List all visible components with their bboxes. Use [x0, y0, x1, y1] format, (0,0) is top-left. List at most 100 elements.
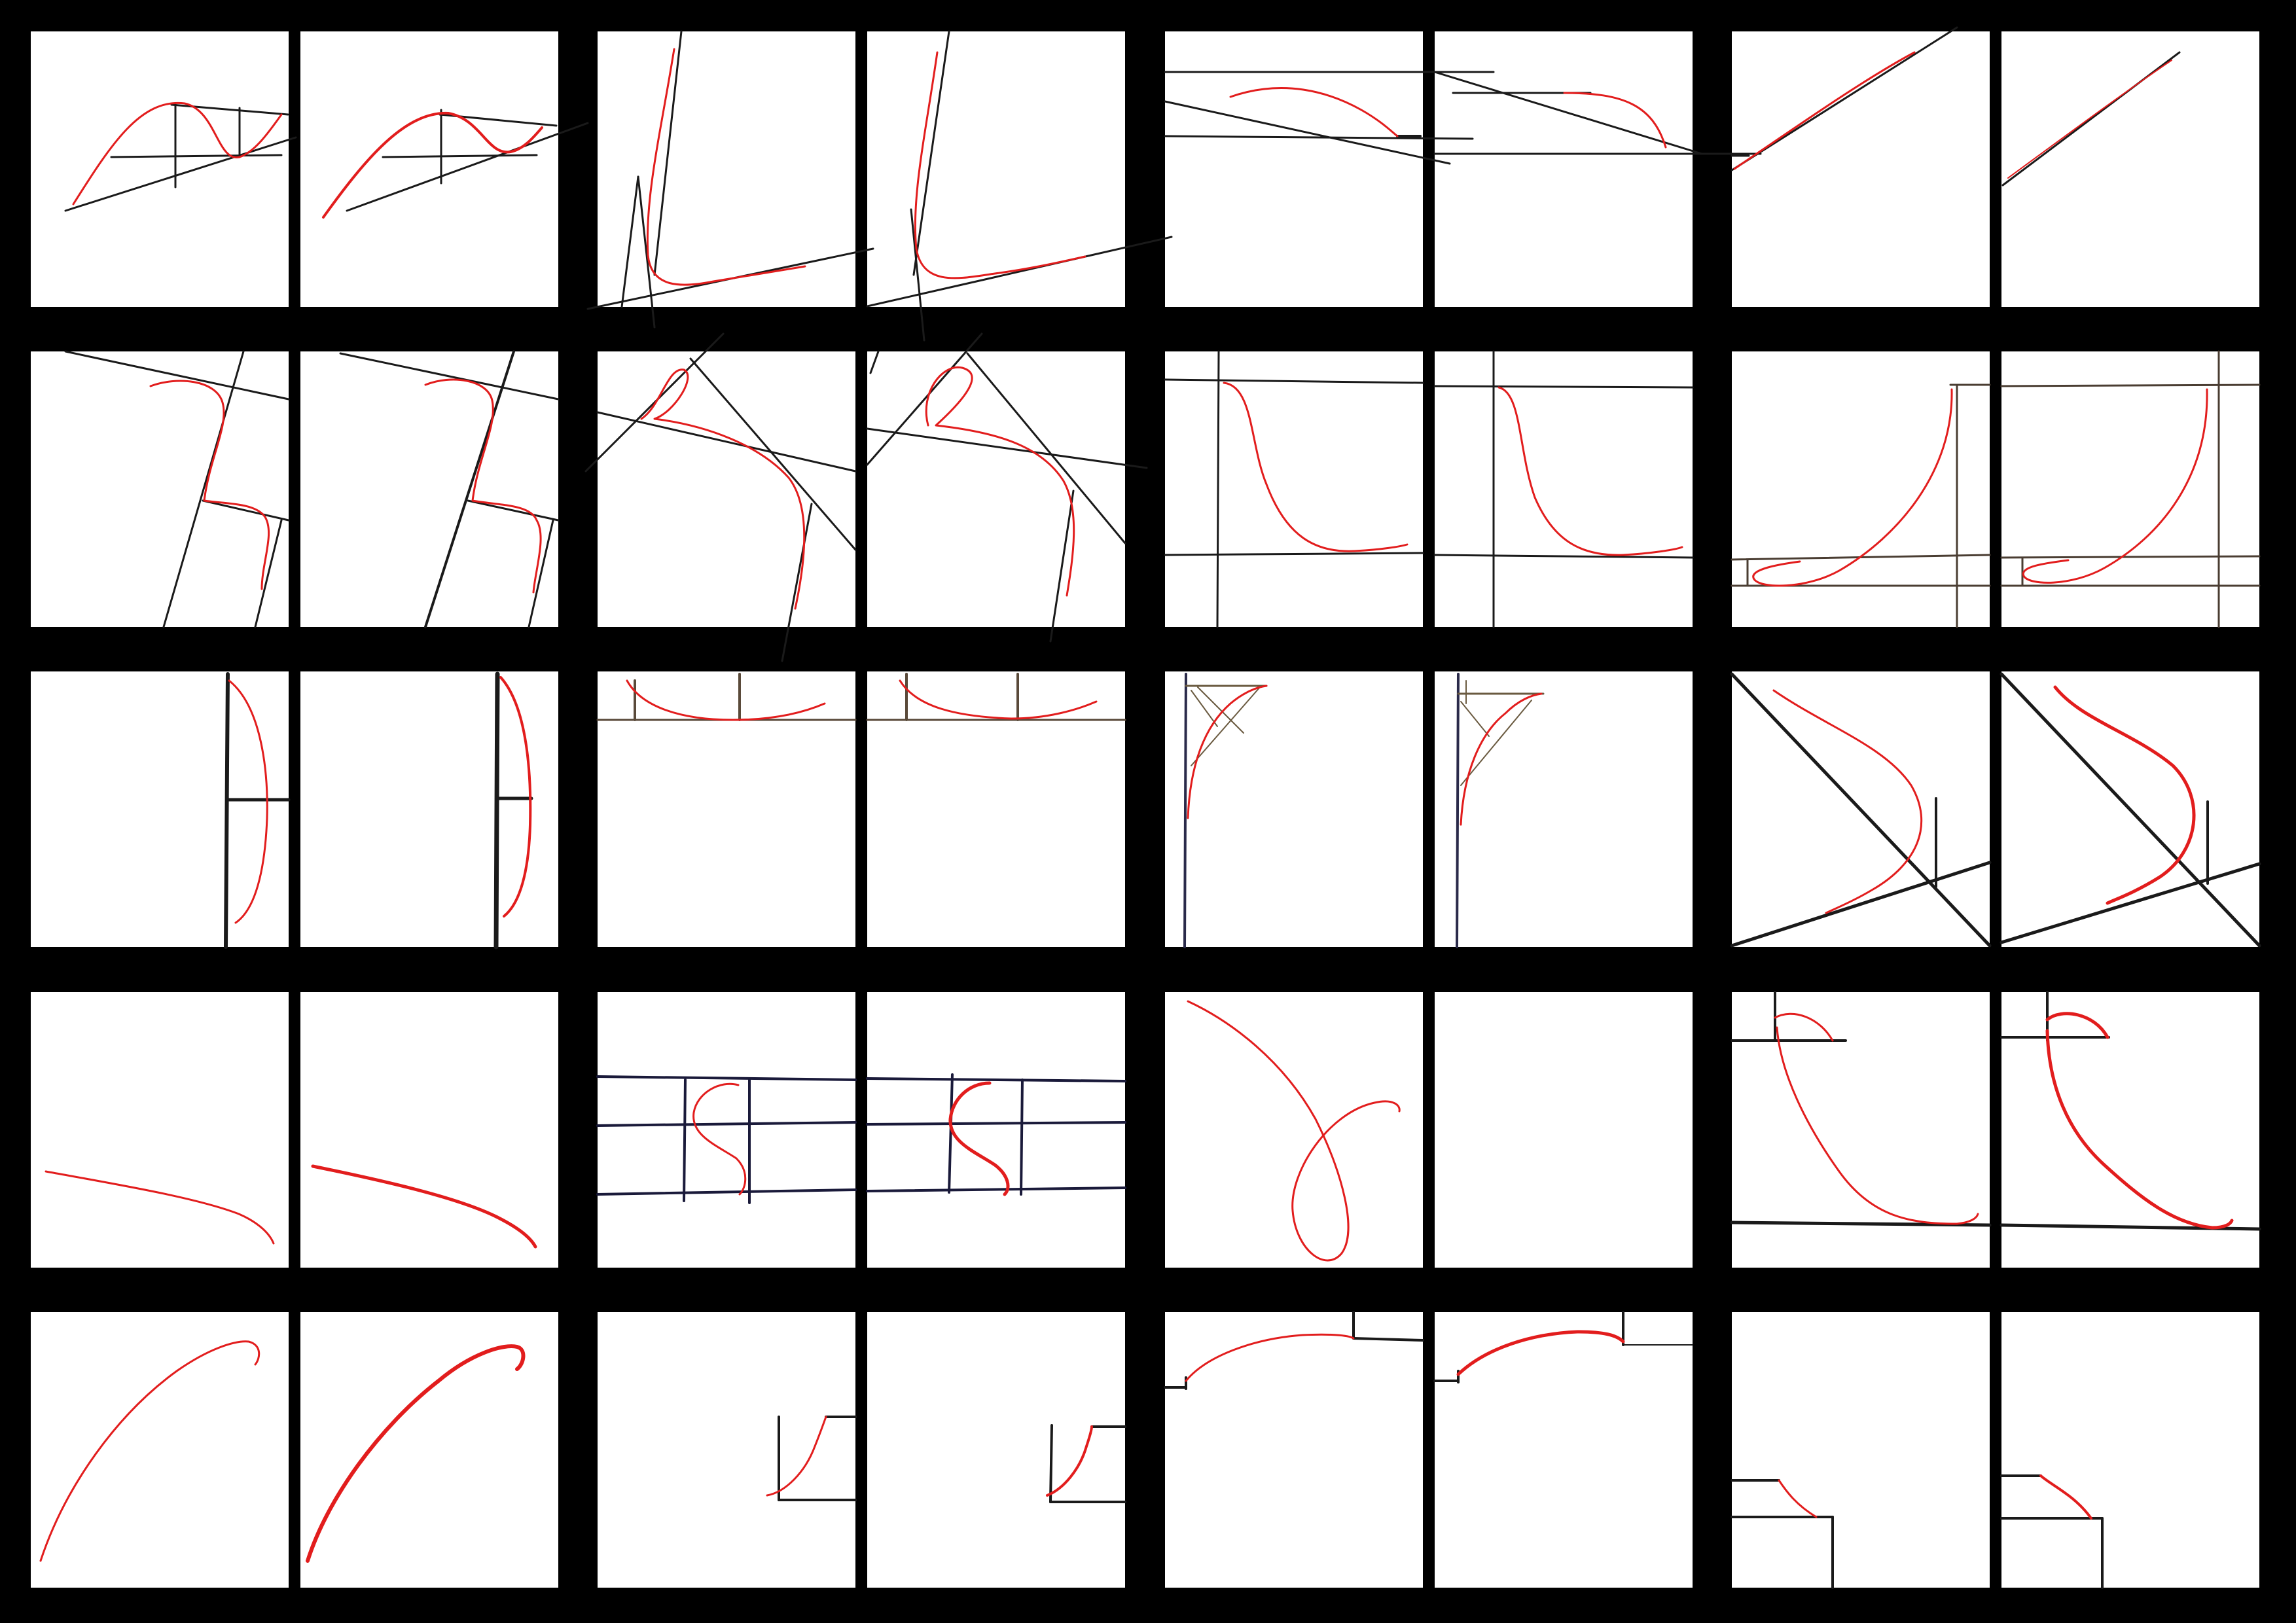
- guide-line: [1020, 1079, 1024, 1196]
- sketch-pair-r3-c1: [596, 1073, 1126, 1204]
- sketch-curve: [2039, 1474, 2092, 1520]
- guide-line: [1730, 861, 1992, 948]
- panel: [31, 1312, 289, 1588]
- sketch-pair-r2-c1: [596, 673, 1126, 721]
- guide-line: [584, 332, 725, 473]
- panel: [1165, 671, 1423, 947]
- sketch-pair-r1-c3: [1731, 350, 2261, 628]
- guide-line: [2000, 383, 2261, 387]
- guide-line: [910, 208, 925, 342]
- guide-line: [64, 136, 297, 212]
- sketch-pair-r4-c1: [766, 1416, 1126, 1503]
- guide-line: [637, 175, 656, 329]
- sketch-curve: [2045, 1012, 2234, 1230]
- panel: [1435, 671, 1693, 947]
- guide-line: [1460, 701, 1490, 737]
- panel-left: [39, 1340, 260, 1562]
- panel-right: [306, 1344, 526, 1563]
- guide-line: [866, 332, 983, 466]
- guide-line: [596, 411, 857, 473]
- panel: [300, 1312, 558, 1588]
- panel-right: [2000, 350, 2261, 628]
- panel: [1165, 992, 1423, 1268]
- sketch-curve: [925, 366, 1075, 597]
- sketch-curve: [1498, 386, 1683, 556]
- sketch-curve: [311, 1164, 537, 1249]
- guide-line: [2000, 862, 2261, 944]
- sketch-curve: [2007, 60, 2172, 179]
- sketch-pair-r0-c3: [1731, 26, 2181, 187]
- guide-line: [254, 519, 283, 628]
- panel: [1435, 351, 1693, 627]
- panel-right: [493, 671, 533, 950]
- sketch-pair-r3-c0: [45, 1164, 537, 1249]
- sketch-pair-r4-c3: [1731, 1474, 2104, 1589]
- panel: [1165, 1312, 1423, 1588]
- sketch-curve: [322, 111, 543, 219]
- panel-right: [1433, 350, 1694, 628]
- sketch-curve: [1229, 87, 1399, 137]
- sketch-pair-r3-c3: [1730, 991, 2261, 1231]
- sketch-curve: [948, 1081, 1010, 1196]
- panel: [31, 671, 289, 947]
- panel: [867, 1312, 1125, 1588]
- sketch-curve: [1187, 685, 1268, 819]
- guide-line: [866, 1121, 1126, 1126]
- panel-right: [866, 332, 1148, 643]
- guide-line: [424, 350, 515, 628]
- sketch-curve: [640, 368, 806, 610]
- panel: [598, 31, 855, 307]
- guide-line: [110, 154, 283, 158]
- guide-line: [1183, 673, 1187, 948]
- sketch-curve: [1460, 692, 1543, 826]
- panel: [31, 31, 289, 307]
- guide-line: [64, 350, 290, 401]
- panel-left: [64, 101, 297, 212]
- guide-line: [866, 236, 1173, 308]
- guide-line: [948, 1073, 954, 1194]
- panel: [598, 671, 855, 947]
- sketch-pair-r2-c0: [224, 671, 533, 950]
- sketch-pair-r2-c2: [1183, 673, 1545, 948]
- panel-right: [2000, 1474, 2104, 1589]
- sketch-pair-r4-c0: [39, 1340, 526, 1563]
- panel: [598, 992, 855, 1268]
- panel-left: [596, 673, 857, 721]
- sketch-pair-r0-c0: [64, 101, 589, 219]
- sketch-curve: [1046, 1425, 1093, 1497]
- sketch-curve: [1187, 1000, 1401, 1262]
- guide-line: [1730, 672, 1992, 948]
- guide-line: [869, 350, 880, 374]
- guide-line: [1731, 26, 1958, 171]
- panel-frames: [31, 31, 2259, 1588]
- panel-right: [1456, 673, 1545, 948]
- panel-left: [64, 350, 290, 628]
- guide-line: [596, 1075, 857, 1081]
- guide-line: [1164, 378, 1424, 384]
- guide-line: [528, 519, 554, 628]
- sketch-curve: [228, 679, 268, 924]
- guide-line: [866, 1077, 1126, 1082]
- sketch-curve: [2053, 685, 2196, 905]
- sketch-curve: [1223, 382, 1408, 552]
- guide-line: [162, 350, 245, 628]
- guide-line: [2000, 672, 2261, 948]
- panel-right: [866, 1073, 1126, 1196]
- sketch-curve: [306, 1344, 526, 1563]
- guide-line: [1197, 687, 1244, 734]
- guide-line: [493, 671, 500, 950]
- guide-line: [202, 499, 290, 522]
- guide-line: [1730, 1221, 1992, 1227]
- guide-line: [346, 122, 589, 212]
- panel-left: [584, 332, 857, 662]
- guide-line: [1191, 687, 1261, 766]
- panel: [31, 992, 289, 1268]
- panel-left: [1731, 383, 1991, 628]
- sketch-curve: [424, 378, 542, 594]
- guide-line: [1460, 700, 1532, 786]
- panel: [2001, 351, 2259, 627]
- guide-line: [912, 30, 950, 276]
- guide-line: [467, 499, 560, 522]
- guide-line: [1164, 100, 1451, 165]
